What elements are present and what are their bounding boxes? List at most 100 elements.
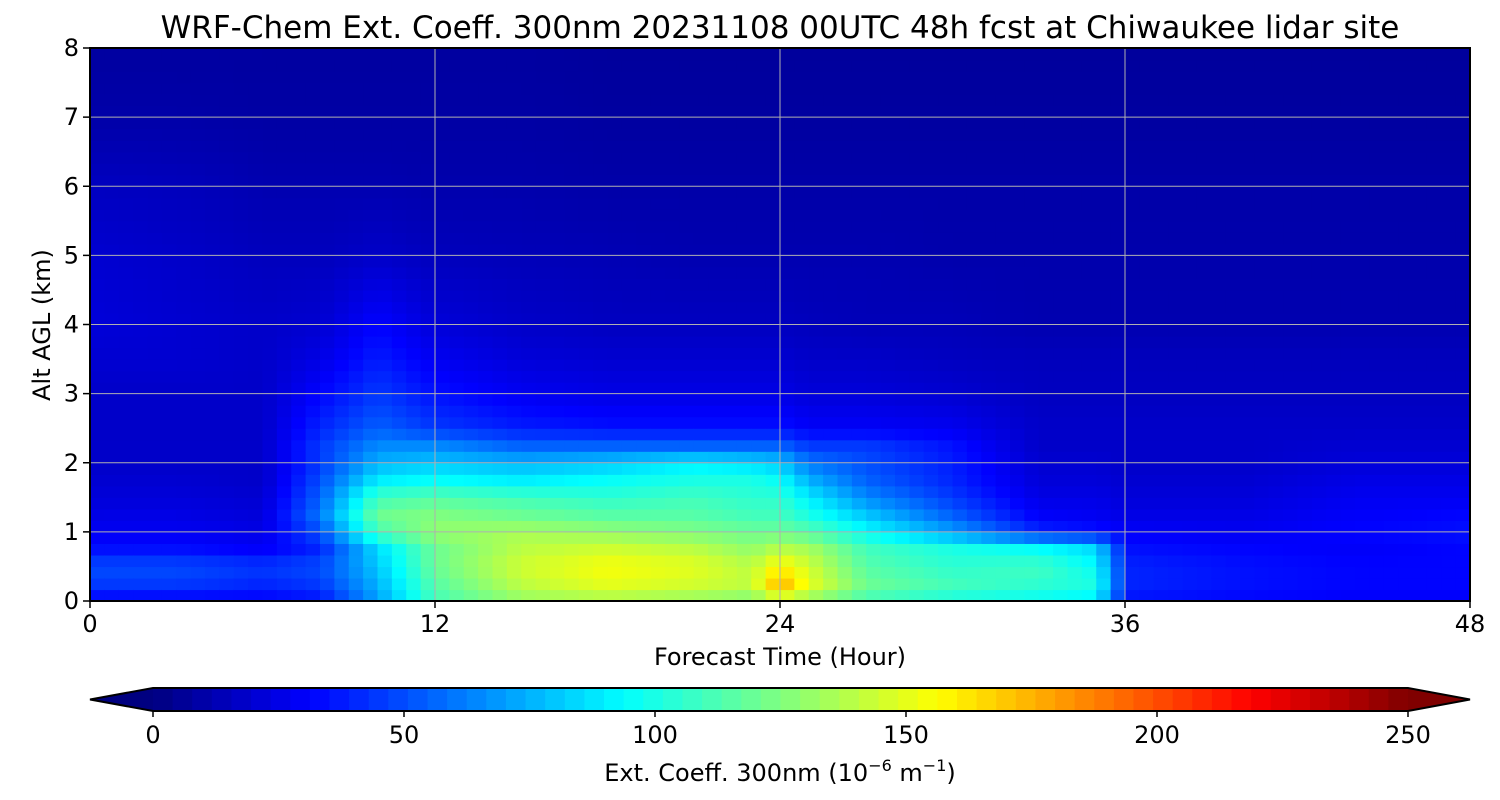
heatmap-cell	[248, 577, 264, 591]
heatmap-cell	[205, 186, 220, 199]
heatmap-cell	[866, 163, 882, 176]
heatmap-cell	[1311, 301, 1327, 314]
heatmap-cell	[909, 278, 925, 291]
heatmap-cell	[736, 439, 752, 452]
colorbar-segment	[388, 688, 409, 711]
heatmap-cell	[1110, 554, 1126, 568]
heatmap-cell	[981, 128, 997, 141]
x-tick-label: 48	[1455, 610, 1486, 638]
heatmap-cell	[391, 197, 407, 210]
heatmap-cell	[780, 82, 795, 95]
heatmap-cell	[1153, 474, 1169, 487]
heatmap-cell	[118, 428, 134, 441]
heatmap-cell	[118, 589, 134, 601]
heatmap-cell	[478, 566, 494, 579]
heatmap-cell	[909, 82, 925, 95]
heatmap-cell	[233, 462, 249, 475]
heatmap-cell	[1326, 393, 1342, 406]
heatmap-cell	[995, 508, 1011, 521]
heatmap-cell	[722, 382, 738, 395]
heatmap-cell	[1081, 163, 1097, 176]
heatmap-cell	[1412, 485, 1428, 498]
heatmap-cell	[1254, 566, 1270, 579]
heatmap-cell	[478, 324, 494, 337]
heatmap-cell	[722, 336, 738, 349]
heatmap-cell	[837, 347, 853, 360]
heatmap-cell	[406, 48, 422, 61]
heatmap-cell	[1297, 105, 1313, 118]
heatmap-cell	[1081, 278, 1097, 291]
heatmap-cell	[1225, 577, 1241, 591]
heatmap-cell	[1311, 497, 1327, 510]
heatmap-cell	[1139, 497, 1155, 510]
heatmap-cell	[233, 416, 249, 429]
heatmap-cell	[650, 336, 666, 349]
heatmap-cell	[808, 278, 824, 291]
heatmap-cell	[1225, 128, 1241, 141]
heatmap-cell	[305, 220, 321, 233]
heatmap-cell	[1297, 289, 1313, 303]
heatmap-cell	[147, 174, 163, 187]
heatmap-cell	[478, 312, 494, 326]
heatmap-cell	[248, 462, 264, 475]
heatmap-cell	[736, 209, 752, 222]
heatmap-cell	[248, 405, 264, 418]
heatmap-cell	[535, 232, 551, 245]
heatmap-cell	[406, 359, 422, 372]
heatmap-cell	[1010, 393, 1025, 406]
heatmap-cell	[506, 405, 522, 418]
heatmap-cell	[233, 186, 249, 199]
heatmap-cell	[406, 82, 422, 95]
heatmap-cell	[866, 255, 882, 268]
heatmap-cell	[463, 197, 479, 210]
heatmap-cell	[837, 140, 853, 153]
heatmap-cell	[363, 543, 379, 556]
heatmap-cell	[1398, 151, 1414, 164]
heatmap-cell	[966, 474, 982, 487]
heatmap-cell	[938, 312, 954, 326]
heatmap-cell	[679, 255, 695, 268]
heatmap-cell	[679, 428, 695, 441]
heatmap-cell	[492, 554, 508, 568]
heatmap-cell	[276, 128, 292, 141]
heatmap-cell	[607, 197, 623, 210]
colorbar-segment	[192, 688, 213, 711]
heatmap-cell	[1168, 82, 1184, 95]
heatmap-cell	[1240, 485, 1255, 498]
heatmap-cell	[1340, 94, 1356, 107]
heatmap-cell	[176, 82, 192, 95]
heatmap-cell	[765, 497, 781, 510]
heatmap-cell	[823, 278, 839, 291]
heatmap-cell	[966, 577, 982, 591]
heatmap-cell	[1067, 347, 1083, 360]
heatmap-cell	[406, 324, 422, 337]
heatmap-cell	[1398, 324, 1414, 337]
heatmap-cell	[722, 105, 738, 118]
heatmap-cell	[593, 577, 609, 591]
heatmap-cell	[176, 163, 192, 176]
heatmap-cell	[363, 163, 379, 176]
heatmap-cell	[995, 163, 1011, 176]
heatmap-cell	[320, 220, 335, 233]
heatmap-cell	[190, 278, 206, 291]
heatmap-cell	[233, 94, 249, 107]
heatmap-cell	[636, 82, 652, 95]
heatmap-cell	[1268, 71, 1284, 84]
heatmap-cell	[1024, 520, 1040, 533]
heatmap-cell	[1196, 508, 1212, 521]
heatmap-cell	[435, 359, 450, 372]
heatmap-cell	[1010, 255, 1025, 268]
heatmap-cell	[1340, 543, 1356, 556]
heatmap-cell	[1283, 451, 1299, 464]
heatmap-cell	[449, 370, 465, 383]
heatmap-cell	[923, 232, 939, 245]
heatmap-cell	[233, 554, 249, 568]
heatmap-cell	[219, 508, 235, 521]
heatmap-cell	[1182, 370, 1198, 383]
heatmap-cell	[1369, 336, 1385, 349]
heatmap-cell	[650, 232, 666, 245]
heatmap-cell	[1096, 197, 1112, 210]
heatmap-cell	[1455, 232, 1470, 245]
heatmap-cell	[794, 439, 810, 452]
heatmap-cell	[1426, 278, 1442, 291]
